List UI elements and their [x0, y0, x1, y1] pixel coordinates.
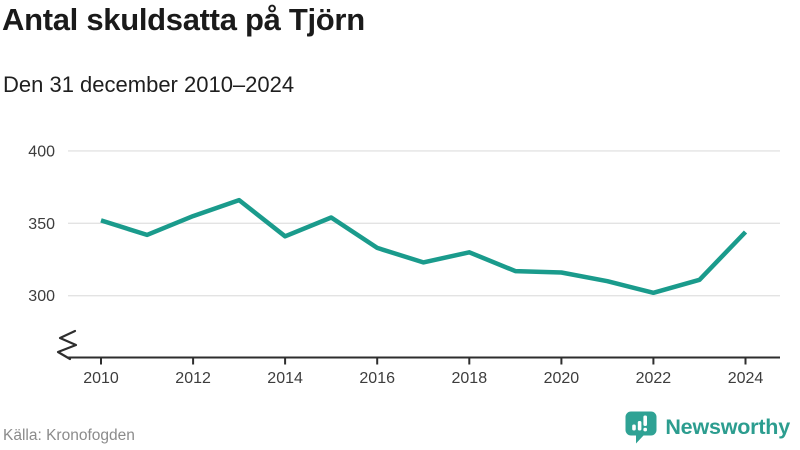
- y-tick-label: 300: [28, 288, 55, 305]
- x-tick-label: 2022: [636, 370, 672, 387]
- data-line: [100, 197, 748, 296]
- exclamation-dot: [643, 427, 648, 432]
- newsworthy-wordmark: Newsworthy: [665, 415, 790, 439]
- exclamation-bar: [643, 415, 648, 426]
- newsworthy-logo[interactable]: Newsworthy: [624, 410, 790, 444]
- x-tick-label: 2012: [175, 370, 211, 387]
- chart-title: Antal skuldsatta på Tjörn: [2, 2, 365, 37]
- x-tick-label: 2010: [83, 370, 119, 387]
- source-note: Källa: Kronofogden: [3, 427, 135, 444]
- bar-medium: [638, 421, 642, 431]
- x-tick-label: 2016: [359, 370, 395, 387]
- axis-break-icon: [56, 329, 78, 361]
- bar-small: [632, 424, 637, 431]
- y-tick-label: 350: [28, 216, 55, 233]
- x-tick-label: 2014: [267, 370, 303, 387]
- x-tick-label: 2024: [728, 370, 764, 387]
- y-tick-label: 400: [28, 143, 55, 160]
- chart-subtitle: Den 31 december 2010–2024: [3, 72, 295, 97]
- x-tick-label: 2020: [544, 370, 580, 387]
- newsworthy-icon: [625, 411, 657, 444]
- x-tick-label: 2018: [452, 370, 488, 387]
